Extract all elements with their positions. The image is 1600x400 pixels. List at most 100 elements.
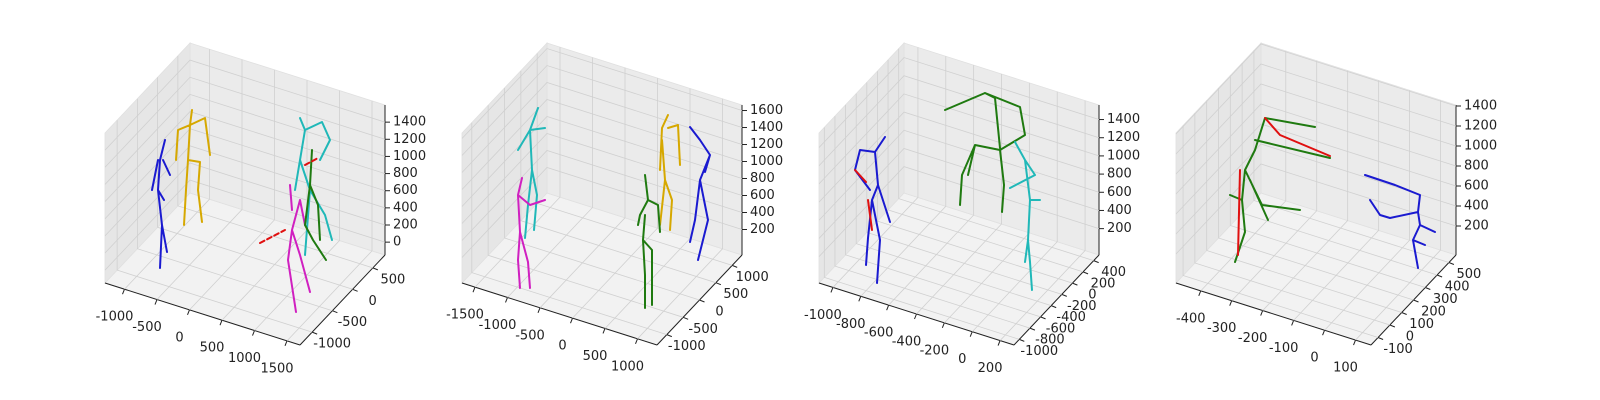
skeleton-blue — [151, 139, 171, 269]
y-grid-line — [504, 88, 700, 301]
panel: -400-300-200-1000100-1000100200300400500… — [1175, 41, 1497, 376]
y-tick — [1082, 271, 1089, 275]
x-tick — [154, 299, 158, 305]
x-grid-line — [637, 98, 723, 340]
skeleton-green — [304, 149, 327, 261]
y-grid-line — [855, 93, 1052, 307]
x-tick-label: -400 — [1176, 311, 1206, 326]
y-tick-label: 400 — [1445, 280, 1470, 295]
y-tick-label: 1000 — [736, 270, 769, 285]
skeleton-blue — [689, 126, 711, 261]
y-grid-line — [1218, 88, 1414, 301]
z-grid-line — [1175, 123, 1457, 215]
y-tick — [352, 288, 358, 292]
skeleton-green — [637, 174, 661, 309]
y-tick — [1019, 338, 1025, 342]
y-tick — [666, 334, 672, 338]
z-grid-line — [1175, 103, 1457, 195]
y-grid-line — [866, 82, 1062, 295]
z-tick-label: 1600 — [750, 103, 783, 118]
x-tick-label: -100 — [1269, 341, 1299, 356]
y-tick — [1377, 337, 1384, 340]
y-grid-line — [471, 122, 667, 335]
z-grid-line — [104, 76, 386, 168]
y-tick — [715, 282, 722, 286]
skeleton-green — [944, 92, 1026, 213]
x-grid-line — [999, 100, 1086, 341]
x-axis-line — [461, 282, 658, 346]
y-tick-label: -1000 — [1020, 344, 1058, 359]
y-tick-label: 0 — [368, 294, 376, 309]
x-tick — [914, 313, 917, 320]
y-tick-label: -500 — [338, 315, 368, 330]
z-grid-line — [461, 167, 743, 258]
z-tick-label: 1400 — [1107, 112, 1140, 127]
y-tick — [332, 310, 338, 314]
y-tick — [1051, 305, 1057, 309]
z-grid-line — [1175, 163, 1457, 255]
y-tick — [682, 316, 689, 320]
skeleton-green — [1229, 117, 1331, 263]
y-grid-line — [1194, 113, 1391, 326]
z-tick-label: 200 — [1107, 221, 1132, 236]
x-grid-line — [1324, 90, 1410, 331]
x-tick-label: -200 — [920, 343, 950, 358]
z-grid-line — [818, 166, 1100, 257]
z-tick-label: 1200 — [1107, 130, 1140, 145]
x-grid-line — [1293, 80, 1380, 321]
x-grid-line — [1200, 50, 1287, 292]
y-axis-line — [1013, 254, 1100, 346]
x-tick — [830, 287, 834, 293]
z-grid-line — [104, 93, 386, 185]
x-grid-line — [124, 49, 210, 290]
panel: -1000-800-600-400-2000200-1000-800-600-4… — [804, 41, 1140, 376]
y-tick-label: 0 — [715, 305, 723, 320]
z-grid-line — [818, 111, 1100, 203]
skeleton-blue — [1364, 174, 1436, 269]
y-axis-line — [299, 254, 386, 346]
x-grid-line — [539, 67, 626, 309]
x-tick-label: -200 — [1238, 331, 1268, 346]
y-tick-label: -100 — [1383, 342, 1413, 357]
y-tick-label: 500 — [1457, 267, 1482, 282]
x-tick — [1198, 290, 1202, 297]
z-tick-label: 600 — [1464, 179, 1489, 194]
z-tick-label: 400 — [1107, 203, 1132, 218]
x-tick-label: 0 — [175, 330, 183, 345]
z-grid-line — [818, 129, 1100, 221]
x-grid-line — [572, 78, 658, 319]
z-tick-label: 1000 — [393, 149, 426, 164]
x-grid-line — [1231, 60, 1318, 301]
x-axis-line — [104, 282, 301, 346]
z-grid-line — [461, 82, 743, 173]
y-grid-line — [487, 105, 684, 318]
skeleton-red — [259, 157, 319, 244]
y-grid-line — [1229, 75, 1426, 288]
x-tick — [602, 328, 606, 334]
x-tick-label: -1000 — [479, 318, 517, 333]
x-grid-line — [971, 91, 1058, 332]
x-tick — [570, 317, 573, 324]
y-grid-line — [877, 71, 1073, 284]
x-tick — [187, 309, 190, 316]
z-grid-line — [104, 162, 386, 254]
y-grid-line — [1206, 100, 1402, 313]
y-tick-label: -1000 — [668, 339, 706, 354]
panel: -1000-500050010001500-1000-5000500020040… — [96, 41, 426, 376]
z-tick-label: 1000 — [750, 154, 783, 169]
z-tick-label: 1200 — [1464, 119, 1497, 134]
y-tick-label: 500 — [380, 272, 405, 287]
y-grid-line — [1241, 63, 1438, 276]
y-grid-line — [823, 127, 1020, 340]
y-tick-label: 100 — [1409, 317, 1434, 332]
y-tick — [1061, 293, 1067, 297]
panel: -1500-1000-50005001000-1000-500050010002… — [446, 41, 783, 374]
x-grid-line — [507, 57, 593, 298]
z-tick-label: 600 — [393, 183, 418, 198]
z-tick-label: 800 — [750, 171, 775, 186]
x-tick-label: 500 — [583, 349, 608, 364]
x-tick-label: 200 — [978, 361, 1003, 376]
x-tick — [997, 340, 1001, 346]
x-tick-label: -600 — [864, 326, 894, 341]
x-tick — [1260, 310, 1264, 316]
